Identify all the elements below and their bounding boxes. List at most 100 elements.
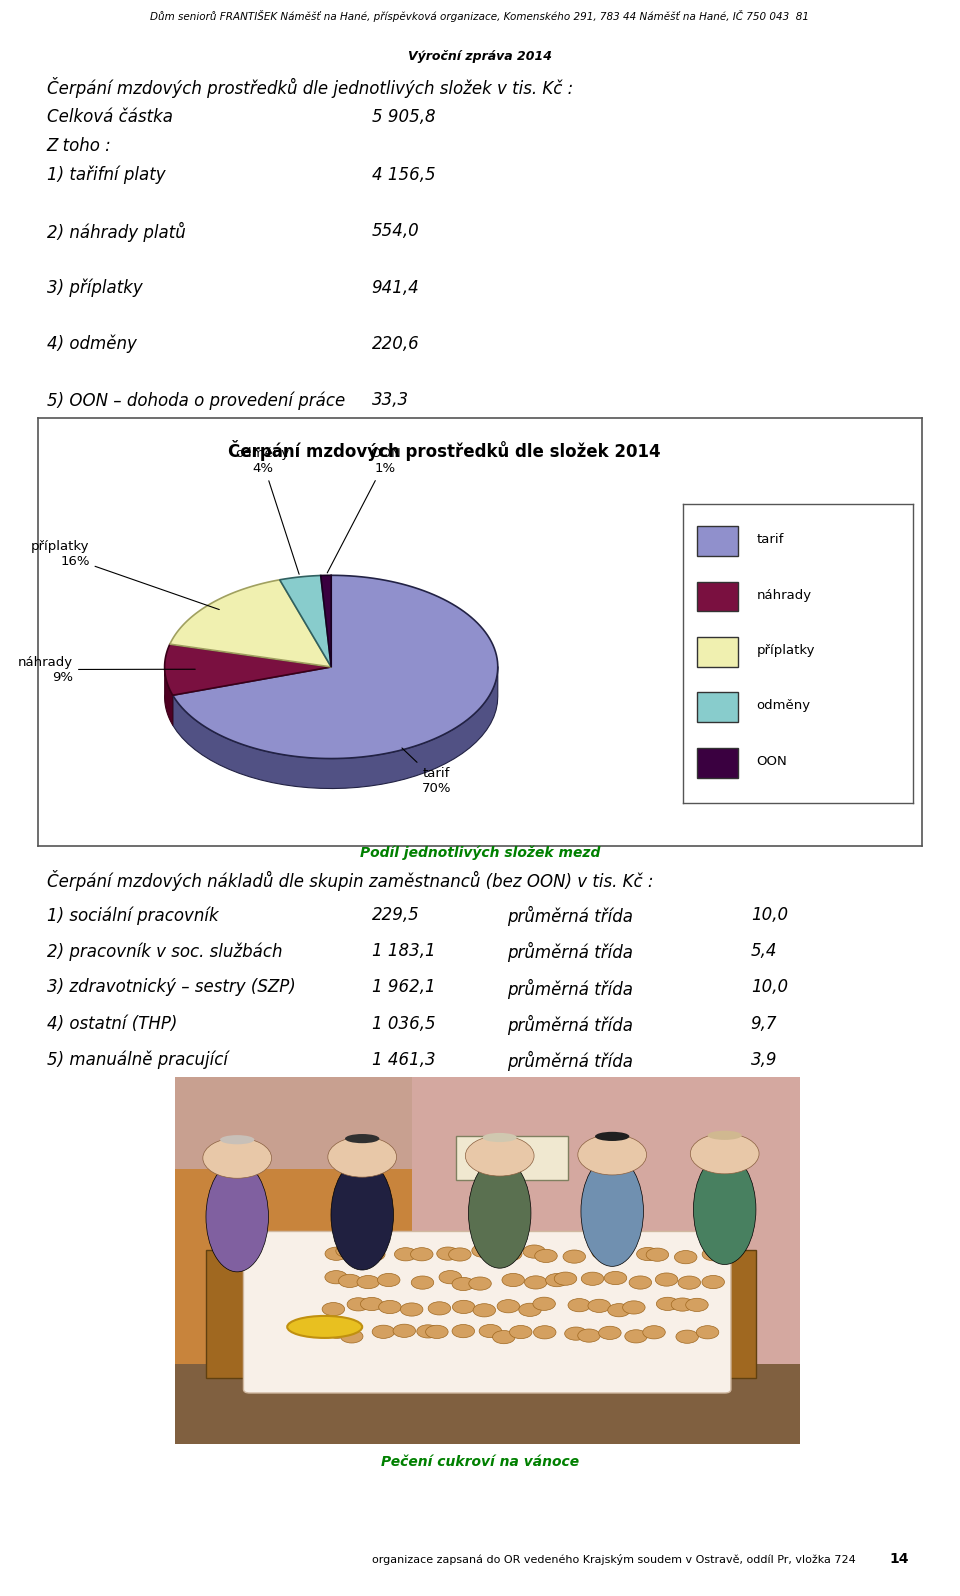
Circle shape: [695, 1298, 717, 1310]
Circle shape: [613, 1246, 636, 1259]
Text: 4) ostatní (THP): 4) ostatní (THP): [47, 1015, 178, 1033]
Text: 5) OON – dohoda o provedení práce: 5) OON – dohoda o provedení práce: [47, 391, 345, 410]
Text: příplatky: příplatky: [756, 643, 815, 658]
FancyBboxPatch shape: [244, 1232, 731, 1393]
Circle shape: [510, 1250, 532, 1262]
Ellipse shape: [287, 1315, 362, 1337]
Text: 9,7: 9,7: [751, 1015, 778, 1033]
Polygon shape: [164, 645, 331, 696]
Polygon shape: [173, 667, 498, 788]
Circle shape: [322, 1270, 344, 1285]
Circle shape: [501, 1298, 523, 1310]
Text: Dům seniorů FRANTIŠEK Náměšť na Hané, příspěvková organizace, Komenského 291, 78: Dům seniorů FRANTIŠEK Náměšť na Hané, př…: [151, 10, 809, 22]
Circle shape: [357, 1272, 379, 1285]
Bar: [697, 581, 738, 611]
Text: 5,4: 5,4: [751, 942, 778, 961]
Text: 33,3: 33,3: [372, 391, 409, 409]
Circle shape: [554, 1326, 576, 1341]
Circle shape: [431, 1275, 453, 1288]
Circle shape: [663, 1248, 686, 1261]
Text: OON
1%: OON 1%: [327, 447, 400, 573]
Bar: [693, 1250, 756, 1379]
Text: Čerpání mzdových prostředků dle jednotlivých složek v tis. Kč :: Čerpání mzdových prostředků dle jednotli…: [47, 77, 573, 97]
Text: průměrná třída: průměrná třída: [507, 978, 633, 999]
Ellipse shape: [220, 1135, 254, 1144]
Text: 2) náhrady platů: 2) náhrady platů: [47, 222, 185, 243]
Circle shape: [673, 1325, 695, 1339]
Text: Z toho :: Z toho :: [47, 137, 111, 155]
Circle shape: [367, 1331, 389, 1344]
Polygon shape: [321, 575, 331, 667]
Circle shape: [583, 1304, 606, 1317]
Circle shape: [336, 1277, 358, 1290]
Ellipse shape: [581, 1156, 643, 1266]
Circle shape: [588, 1270, 611, 1283]
Circle shape: [343, 1329, 365, 1342]
Bar: [175, 1363, 800, 1444]
Ellipse shape: [206, 1162, 269, 1272]
Text: odměny
4%: odměny 4%: [235, 447, 300, 575]
Text: 5) manuálně pracující: 5) manuálně pracující: [47, 1050, 228, 1069]
Circle shape: [548, 1270, 570, 1283]
Text: 10,0: 10,0: [751, 978, 788, 996]
Text: 941,4: 941,4: [372, 279, 420, 297]
Circle shape: [636, 1302, 658, 1317]
Bar: [697, 527, 738, 555]
Circle shape: [651, 1326, 673, 1341]
Circle shape: [312, 1325, 335, 1337]
Circle shape: [347, 1246, 370, 1259]
Bar: [412, 1077, 800, 1444]
Text: 1) tařifní platy: 1) tařifní platy: [47, 166, 165, 184]
Text: náhrady
9%: náhrady 9%: [18, 656, 195, 683]
Circle shape: [627, 1328, 650, 1341]
Circle shape: [677, 1301, 699, 1314]
Text: 14: 14: [889, 1553, 908, 1566]
Circle shape: [646, 1270, 669, 1283]
Circle shape: [590, 1250, 612, 1264]
Circle shape: [395, 1301, 418, 1314]
Circle shape: [323, 1299, 346, 1312]
Bar: [697, 637, 738, 667]
Circle shape: [518, 1304, 541, 1317]
Text: 1 183,1: 1 183,1: [372, 942, 435, 961]
Circle shape: [432, 1246, 455, 1259]
Ellipse shape: [693, 1154, 756, 1264]
Circle shape: [558, 1277, 581, 1290]
Circle shape: [479, 1328, 501, 1341]
Circle shape: [533, 1299, 555, 1312]
Text: průměrná třída: průměrná třída: [507, 1015, 633, 1034]
Circle shape: [349, 1302, 372, 1317]
Text: OON: OON: [756, 755, 787, 768]
Circle shape: [476, 1246, 498, 1259]
Text: průměrná třída: průměrná třída: [507, 942, 633, 962]
Circle shape: [446, 1243, 468, 1256]
Circle shape: [685, 1274, 708, 1286]
Text: 229,5: 229,5: [372, 907, 420, 924]
Ellipse shape: [708, 1130, 742, 1140]
Text: Čerpání mzdových nákladů dle skupin zaměstnanců (bez OON) v tis. Kč :: Čerpání mzdových nákladů dle skupin zamě…: [47, 870, 654, 891]
Circle shape: [380, 1329, 402, 1344]
Circle shape: [203, 1138, 272, 1178]
Ellipse shape: [595, 1132, 630, 1141]
Circle shape: [669, 1277, 691, 1290]
Circle shape: [545, 1326, 568, 1339]
Circle shape: [582, 1325, 604, 1339]
Ellipse shape: [483, 1133, 516, 1143]
Circle shape: [395, 1246, 418, 1259]
Circle shape: [466, 1136, 534, 1176]
Circle shape: [422, 1298, 445, 1310]
Circle shape: [526, 1325, 548, 1337]
Text: 10,0: 10,0: [751, 907, 788, 924]
Circle shape: [690, 1133, 759, 1173]
Text: tarif
70%: tarif 70%: [402, 749, 451, 795]
Circle shape: [565, 1243, 588, 1258]
Polygon shape: [170, 579, 331, 667]
Circle shape: [546, 1245, 568, 1258]
Text: 1 036,5: 1 036,5: [372, 1015, 435, 1033]
Circle shape: [499, 1326, 522, 1339]
Circle shape: [458, 1274, 481, 1286]
Circle shape: [327, 1136, 396, 1178]
Circle shape: [413, 1329, 435, 1342]
Circle shape: [629, 1245, 652, 1258]
Text: 3) zdravotnický – sestry (SZP): 3) zdravotnický – sestry (SZP): [47, 978, 296, 996]
